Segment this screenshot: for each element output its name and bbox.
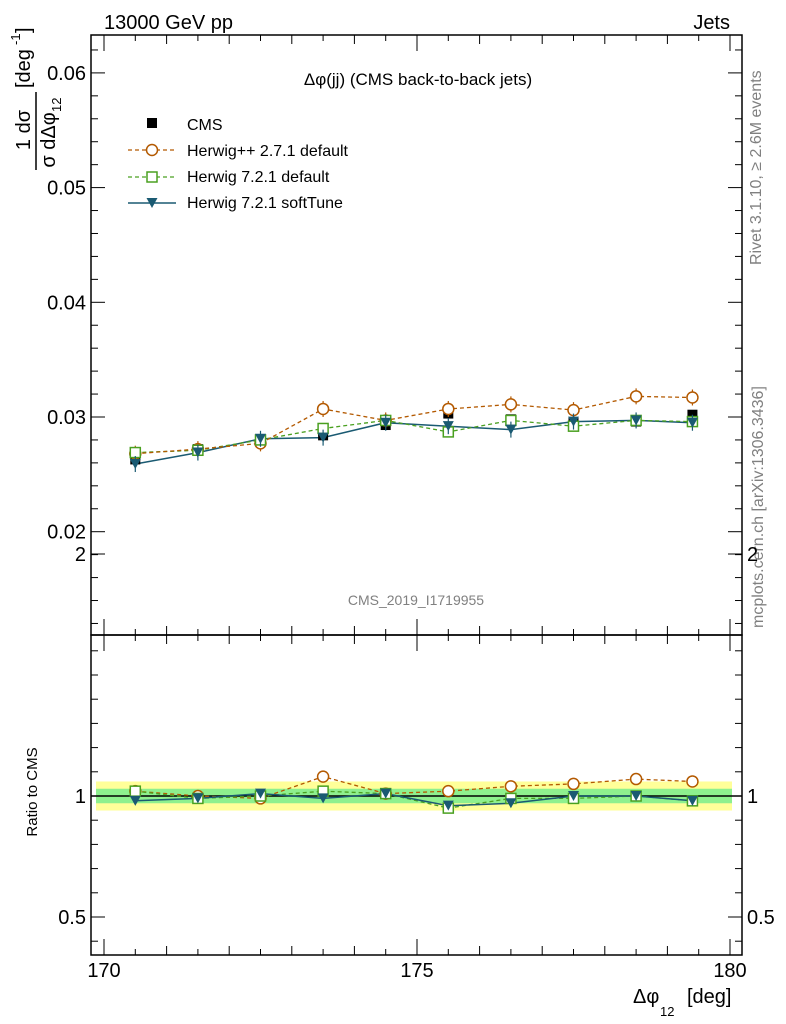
- legend-marker-herwig721: [146, 171, 158, 183]
- ratio-point-herwigpp: [567, 777, 580, 791]
- data-point-softtune: [442, 421, 454, 432]
- main-y-axis-label: 1 dσ σ dΔφ 12 [deg -1 ]: [8, 27, 64, 170]
- ylabel-close: ]: [13, 27, 35, 33]
- xlabel-unit: [deg]: [687, 986, 731, 1008]
- x-tick-label: 170: [87, 960, 120, 982]
- data-point-softtune: [380, 417, 392, 428]
- ratio-point-softtune: [686, 795, 698, 806]
- ylabel-frac-den: σ dΔφ: [38, 112, 60, 167]
- ylabel-frac-num: 1 dσ: [13, 109, 35, 150]
- ratio-line-herwig721: [135, 790, 693, 809]
- data-point-softtune: [129, 459, 141, 470]
- ratio-y-tick-label-right: 0.5: [747, 907, 775, 929]
- y-tick-label: 0.04: [47, 292, 86, 314]
- ratio-point-softtune: [380, 788, 392, 799]
- legend-entry-softtune: Herwig 7.2.1 softTune: [128, 195, 343, 212]
- data-point-cms: [687, 409, 698, 420]
- legend: CMS Herwig++ 2.7.1 default Herwig 7.2.1 …: [128, 117, 349, 212]
- legend-entry-herwig721: Herwig 7.2.1 default: [128, 169, 330, 186]
- ratio-point-softtune: [129, 795, 141, 806]
- ratio-point-softtune: [192, 793, 204, 804]
- ratio-point-softtune: [505, 798, 517, 809]
- xlabel-sub: 12: [660, 1004, 674, 1019]
- header-right: Jets: [693, 12, 730, 34]
- ratio-point-softtune: [442, 800, 454, 811]
- data-point-herwigpp: [686, 391, 699, 404]
- x-tick-label: 180: [713, 960, 746, 982]
- legend-label-cms: CMS: [187, 117, 223, 134]
- legend-entry-herwigpp: Herwig++ 2.7.1 default: [128, 143, 349, 160]
- series-line-herwigpp: [135, 395, 693, 455]
- ratio-point-softtune: [255, 788, 266, 799]
- ratio-y-tick-label-left: 1: [75, 786, 86, 808]
- x-tick-label: 175: [400, 960, 433, 982]
- y-tick-label: 0.05: [47, 178, 86, 200]
- ylabel-exp: -1: [8, 33, 23, 45]
- legend-marker-cms: [147, 118, 157, 128]
- ratio-point-softtune: [630, 791, 642, 801]
- legend-label-softtune: Herwig 7.2.1 softTune: [187, 195, 343, 212]
- legend-label-herwigpp: Herwig++ 2.7.1 default: [187, 143, 349, 160]
- ratio-line-softtune: [135, 792, 693, 807]
- x-axis-label: Δφ 12 [deg]: [633, 986, 731, 1019]
- data-point-softtune: [255, 433, 266, 444]
- data-point-softtune: [568, 416, 579, 427]
- y-tick-label: 0.02: [47, 522, 86, 544]
- mcplots-label: mcplots.cern.ch [arXiv:1306.3436]: [750, 386, 767, 628]
- data-point-herwigpp: [504, 398, 518, 411]
- ratio-plot-area: 0.5 0.5 1 1 2 2 170 175 180: [58, 544, 775, 982]
- data-point-herwigpp: [442, 402, 455, 416]
- ratio-point-herwigpp: [686, 775, 699, 788]
- data-point-herwigpp: [316, 402, 330, 416]
- legend-marker-softtune: [146, 198, 158, 208]
- series-line-herwig721: [135, 419, 693, 454]
- ratio-point-herwig721: [129, 785, 142, 797]
- ratio-point-softtune: [568, 791, 579, 801]
- data-point-softtune: [630, 415, 642, 426]
- xlabel-symbol: Δφ: [633, 986, 659, 1008]
- ratio-y-tick-label-right: 2: [747, 544, 758, 566]
- ratio-y-tick-label-left: 2: [75, 544, 86, 566]
- header-left: 13000 GeV pp: [104, 12, 233, 34]
- rivet-label: Rivet 3.1.10, ≥ 2.6M events: [748, 70, 765, 265]
- ylabel-unit: [deg: [13, 49, 35, 88]
- legend-label-herwig721: Herwig 7.2.1 default: [187, 169, 330, 186]
- plot-title: Δφ(jj) (CMS back-to-back jets): [304, 70, 532, 89]
- y-tick-label: 0.03: [47, 407, 86, 429]
- ylabel-sub: 12: [49, 98, 64, 112]
- ratio-y-tick-label-left: 0.5: [58, 907, 86, 929]
- ratio-point-herwigpp: [442, 784, 455, 798]
- main-plot-area: 0.02 0.03 0.04 0.05 0.06: [47, 34, 743, 636]
- ratio-y-axis-label: Ratio to CMS: [24, 747, 41, 836]
- ratio-point-softtune: [317, 793, 329, 804]
- legend-marker-herwigpp: [145, 143, 159, 157]
- y-tick-label: 0.06: [47, 63, 86, 85]
- ratio-point-herwigpp: [316, 770, 330, 783]
- data-point-softtune: [686, 417, 698, 428]
- data-point-herwigpp: [629, 390, 643, 403]
- ratio-y-tick-label-right: 1: [747, 786, 758, 808]
- data-point-softtune: [505, 424, 517, 435]
- ratio-point-herwigpp: [629, 772, 643, 786]
- legend-entry-cms: CMS: [147, 117, 223, 134]
- ratio-point-herwigpp: [504, 780, 518, 793]
- data-point-softtune: [317, 432, 329, 443]
- watermark: CMS_2019_I1719955: [348, 592, 484, 608]
- data-point-softtune: [192, 447, 204, 458]
- series-line-softtune: [135, 419, 693, 465]
